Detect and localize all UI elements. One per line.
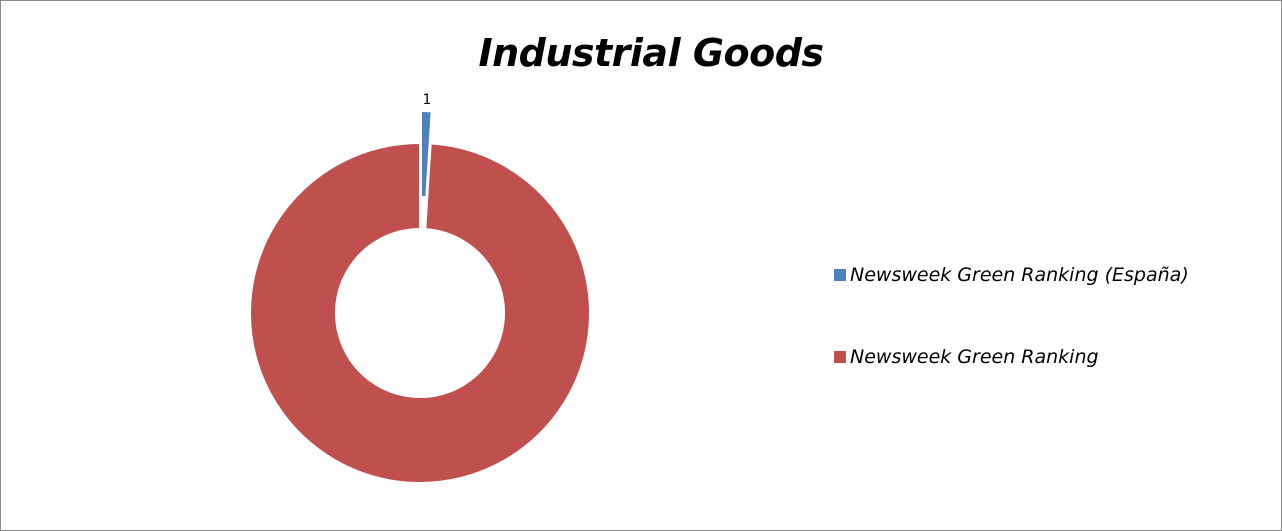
data-label-0: 1 xyxy=(423,92,431,108)
legend-label-espana: Newsweek Green Ranking (España) xyxy=(850,264,1189,286)
donut-slice-1 xyxy=(249,141,591,484)
donut-slice-0 xyxy=(420,110,433,199)
chart-title: Industrial Goods xyxy=(478,31,824,75)
legend-swatch-global xyxy=(834,351,846,363)
legend-swatch-espana xyxy=(834,269,846,281)
legend-label-global: Newsweek Green Ranking xyxy=(850,346,1099,368)
